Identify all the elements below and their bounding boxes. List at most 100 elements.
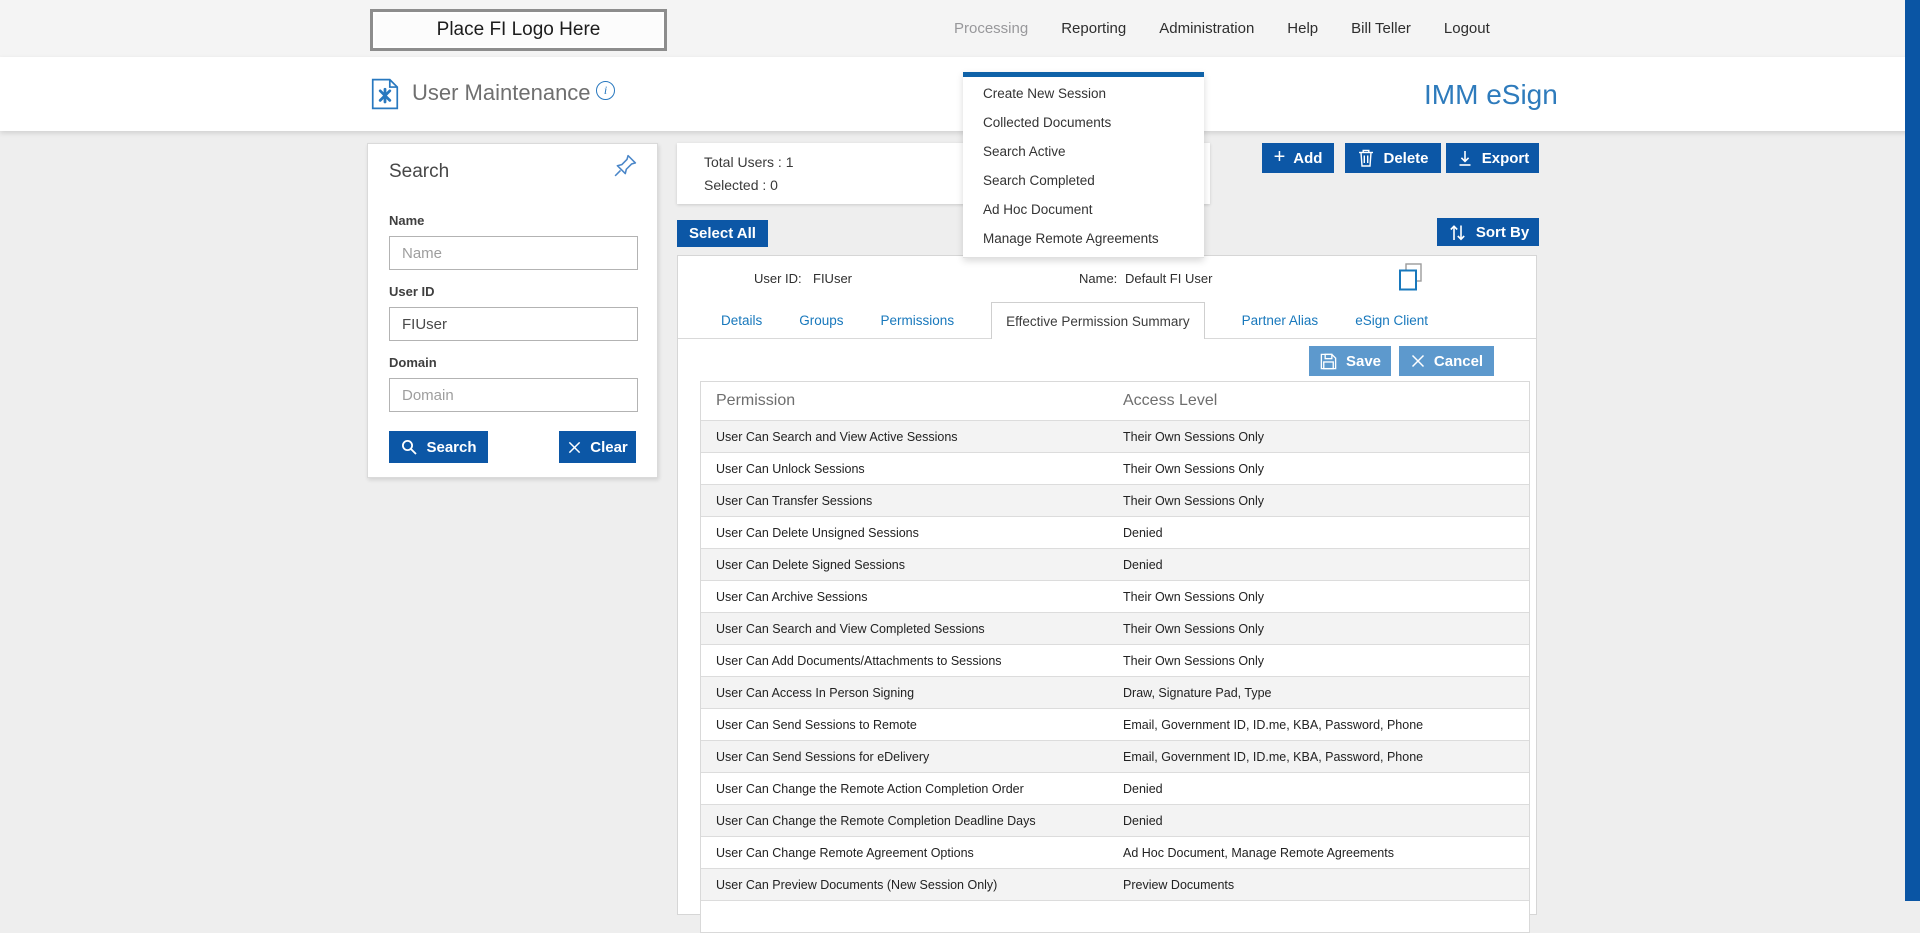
table-row: User Can Archive Sessions Their Own Sess… — [701, 580, 1529, 612]
detail-user-id-label: User ID: — [754, 271, 802, 286]
menu-item-search-completed[interactable]: Search Completed — [983, 173, 1095, 188]
permission-cell: User Can Send Sessions for eDelivery — [716, 749, 930, 764]
tab-permissions[interactable]: Permissions — [880, 312, 955, 328]
permission-cell: User Can Change the Remote Completion De… — [716, 813, 1036, 828]
permission-cell: User Can Unlock Sessions — [716, 461, 865, 476]
detail-user-id-value: FIUser — [813, 271, 852, 286]
permission-cell: User Can Delete Signed Sessions — [716, 557, 905, 572]
cancel-button[interactable]: Cancel — [1399, 346, 1494, 376]
access-level-cell: Their Own Sessions Only — [1123, 493, 1265, 508]
tab-partner-alias[interactable]: Partner Alias — [1241, 312, 1319, 328]
select-all-button[interactable]: Select All — [677, 220, 768, 247]
permission-cell: User Can Transfer Sessions — [716, 493, 873, 508]
info-icon[interactable]: i — [596, 81, 615, 100]
table-row: User Can Change the Remote Completion De… — [701, 804, 1529, 836]
table-row: User Can Search and View Completed Sessi… — [701, 612, 1529, 644]
permission-cell: User Can Change Remote Agreement Options — [716, 845, 974, 860]
fi-logo-placeholder: Place FI Logo Here — [370, 9, 667, 51]
save-button[interactable]: Save — [1309, 346, 1391, 376]
table-row: User Can Send Sessions to Remote Email, … — [701, 708, 1529, 740]
menu-item-reporting[interactable]: Reporting — [1061, 20, 1127, 37]
scrollbar[interactable] — [1905, 0, 1920, 901]
menu-item-manage-remote-agreements[interactable]: Manage Remote Agreements — [983, 231, 1159, 246]
table-row: User Can Add Documents/Attachments to Se… — [701, 644, 1529, 676]
name-field-label: Name — [389, 213, 425, 228]
export-button-label: Export — [1481, 149, 1530, 167]
user-maintenance-page-icon — [370, 78, 400, 110]
permission-cell: User Can Preview Documents (New Session … — [716, 877, 998, 892]
menu-item-search-active[interactable]: Search Active — [983, 144, 1066, 159]
table-row: User Can Preview Documents (New Session … — [701, 868, 1529, 900]
select-all-label: Select All — [689, 225, 756, 242]
top-navbar: Place FI Logo Here Processing Reporting … — [0, 0, 1920, 57]
plus-icon: + — [1273, 146, 1286, 168]
x-icon — [567, 440, 582, 455]
export-button[interactable]: Export — [1446, 143, 1539, 173]
table-row: User Can Change the Remote Action Comple… — [701, 772, 1529, 804]
tab-groups[interactable]: Groups — [799, 312, 844, 328]
access-level-cell: Their Own Sessions Only — [1123, 621, 1265, 636]
menu-item-logout[interactable]: Logout — [1443, 20, 1490, 37]
permission-cell: User Can Archive Sessions — [716, 589, 868, 604]
tab-details[interactable]: Details — [721, 312, 763, 328]
table-row: User Can Change Remote Agreement Options… — [701, 836, 1529, 868]
permission-cell: User Can Send Sessions to Remote — [716, 717, 917, 732]
access-level-cell: Their Own Sessions Only — [1123, 653, 1265, 668]
copy-icon[interactable] — [1398, 262, 1424, 292]
permission-cell: User Can Add Documents/Attachments to Se… — [716, 653, 1002, 668]
main-menu: Processing Reporting Administration Help… — [954, 0, 1490, 57]
trash-icon — [1357, 148, 1375, 168]
cancel-button-label: Cancel — [1433, 352, 1484, 370]
menu-item-ad-hoc-document[interactable]: Ad Hoc Document — [983, 202, 1093, 217]
permission-cell: User Can Access In Person Signing — [716, 685, 915, 700]
domain-field-label: Domain — [389, 355, 437, 370]
search-icon — [400, 438, 418, 456]
permissions-table-body: User Can Search and View Active Sessions… — [701, 420, 1529, 932]
access-level-cell: Ad Hoc Document, Manage Remote Agreement… — [1123, 845, 1394, 860]
menu-item-bill-teller[interactable]: Bill Teller — [1351, 20, 1411, 37]
table-row: User Can Search and View Active Sessions… — [701, 420, 1529, 452]
menu-item-administration[interactable]: Administration — [1159, 20, 1255, 37]
clear-button[interactable]: Clear — [559, 431, 636, 463]
processing-dropdown-menu: Create New Session Collected Documents S… — [963, 72, 1204, 258]
detail-name-value: Default FI User — [1125, 271, 1213, 286]
access-level-cell: Email, Government ID, ID.me, KBA, Passwo… — [1123, 717, 1424, 732]
user-id-field-label: User ID — [389, 284, 435, 299]
delete-button[interactable]: Delete — [1345, 143, 1441, 173]
permission-cell: User Can Search and View Active Sessions — [716, 429, 958, 444]
search-panel: Search Name User ID Domain Search Clear — [367, 143, 658, 478]
menu-item-help[interactable]: Help — [1287, 20, 1319, 37]
table-row — [701, 900, 1529, 932]
permission-cell: User Can Search and View Completed Sessi… — [716, 621, 985, 636]
column-header-permission: Permission — [716, 392, 796, 409]
menu-item-processing[interactable]: Processing — [954, 20, 1029, 37]
user-id-input[interactable] — [389, 307, 638, 341]
table-row: User Can Delete Unsigned Sessions Denied — [701, 516, 1529, 548]
search-button[interactable]: Search — [389, 431, 488, 463]
search-panel-title: Search — [389, 161, 450, 182]
pin-icon[interactable] — [612, 152, 639, 179]
name-input[interactable] — [389, 236, 638, 270]
domain-input[interactable] — [389, 378, 638, 412]
fi-logo-text: Place FI Logo Here — [436, 19, 601, 40]
menu-item-create-new-session[interactable]: Create New Session — [983, 86, 1107, 101]
total-users-text: Total Users : 1 — [704, 154, 794, 170]
floppy-icon — [1319, 352, 1338, 371]
permissions-table: Permission Access Level User Can Search … — [700, 381, 1530, 933]
sort-arrows-icon — [1447, 222, 1468, 243]
table-row: User Can Send Sessions for eDelivery Ema… — [701, 740, 1529, 772]
user-detail-panel: User ID: FIUser Name: Default FI User De… — [677, 255, 1537, 933]
add-button[interactable]: + Add — [1262, 143, 1334, 173]
access-level-cell: Denied — [1123, 525, 1163, 540]
sort-by-button[interactable]: Sort By — [1437, 218, 1539, 246]
permission-cell: User Can Change the Remote Action Comple… — [716, 781, 1024, 796]
page-header: User Maintenance i IMM eSign — [0, 57, 1920, 131]
access-level-cell: Denied — [1123, 557, 1163, 572]
permissions-table-header: Permission Access Level — [701, 382, 1529, 420]
tab-effective-permission-summary[interactable]: Effective Permission Summary — [991, 302, 1205, 339]
download-icon — [1456, 149, 1474, 167]
search-button-label: Search — [426, 438, 477, 456]
menu-item-collected-documents[interactable]: Collected Documents — [983, 115, 1112, 130]
access-level-cell: Their Own Sessions Only — [1123, 461, 1265, 476]
tab-esign-client[interactable]: eSign Client — [1355, 312, 1428, 328]
